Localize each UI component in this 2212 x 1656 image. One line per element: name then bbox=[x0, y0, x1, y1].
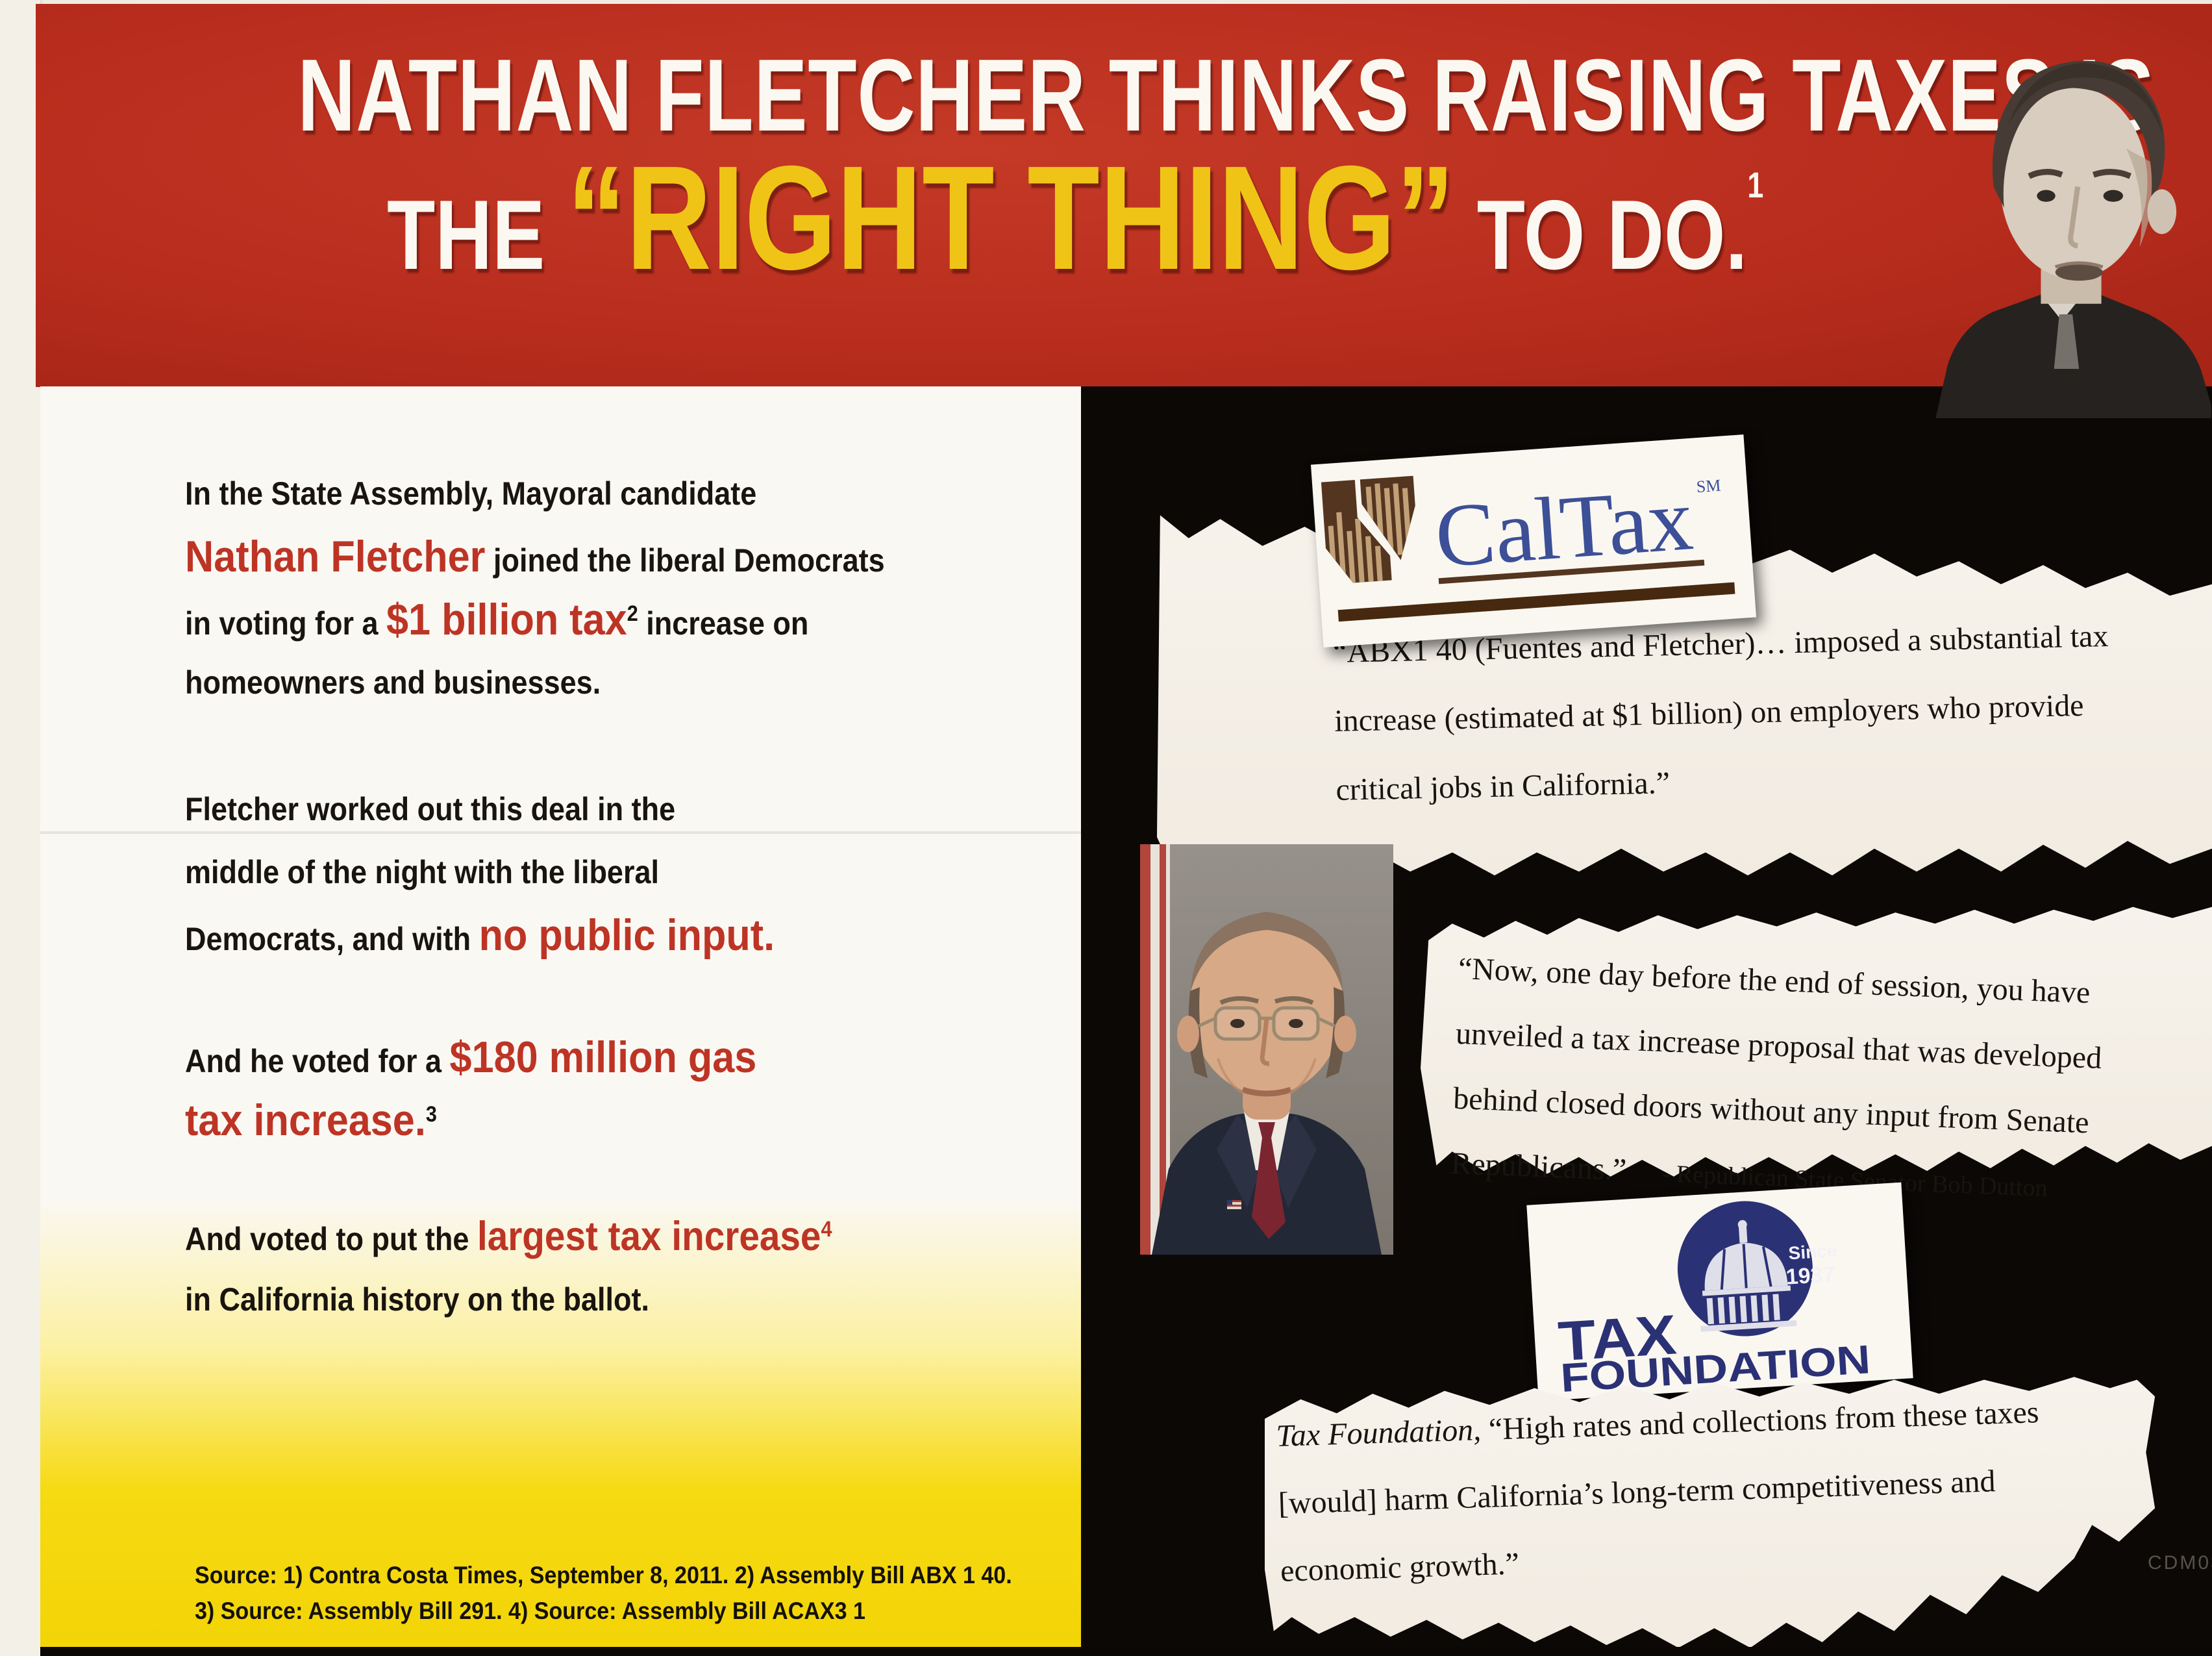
emphasis-largest-tax: largest tax increase bbox=[477, 1214, 821, 1259]
headline-line2-row: THE “RIGHT THING” TO DO.1 bbox=[36, 142, 2115, 343]
bob-dutton-photo bbox=[1140, 844, 1393, 1255]
caltax-logo-icon: CalTax SM bbox=[1321, 469, 1735, 622]
body-text: And he voted for a bbox=[185, 1043, 450, 1079]
print-code: CDM03 bbox=[2148, 1552, 2212, 1574]
body-text: joined the liberal Democrats bbox=[485, 542, 885, 579]
left-column bbox=[40, 386, 1081, 1656]
headline-banner: NATHAN FLETCHER THINKS RAISING TAXES IS … bbox=[36, 4, 2212, 387]
headline-line1-row: NATHAN FLETCHER THINKS RAISING TAXES IS bbox=[36, 44, 2154, 147]
source-line-2: 3) Source: Assembly Bill 291. 4) Source:… bbox=[195, 1598, 865, 1624]
tax-foundation-logo-card: Since 1937 TAX FOUNDATION bbox=[1526, 1182, 1913, 1401]
body-text: And voted to put the bbox=[185, 1221, 477, 1257]
footnote-4: 4 bbox=[821, 1216, 832, 1242]
body-text: in voting for a bbox=[185, 605, 386, 642]
body-text: increase on bbox=[638, 605, 809, 642]
tf-logo-year: 1937 bbox=[1785, 1262, 1836, 1290]
tax-foundation-logo-icon: Since 1937 TAX FOUNDATION bbox=[1556, 1201, 1872, 1401]
headline-the: THE bbox=[386, 180, 567, 290]
caltax-logo-sm: SM bbox=[1696, 476, 1722, 497]
body-text: Fletcher worked out this deal in the bbox=[185, 791, 676, 827]
paragraph-billion-tax: In the State Assembly, Mayoral candidate… bbox=[185, 462, 885, 714]
headline-line1: NATHAN FLETCHER THINKS RAISING TAXES IS bbox=[297, 38, 2155, 153]
body-text: homeowners and businesses. bbox=[185, 664, 601, 701]
body-text: Democrats, and with bbox=[185, 921, 479, 957]
paragraph-gas-tax: And he voted for a $180 million gas tax … bbox=[185, 1026, 756, 1152]
caltax-logo-card: CalTax SM bbox=[1310, 434, 1757, 647]
source-footnotes: Source: 1) Contra Costa Times, September… bbox=[195, 1557, 1012, 1629]
tax-foundation-quote: Tax Foundation, “High rates and collecti… bbox=[1275, 1375, 2170, 1605]
paragraph-no-public-input: Fletcher worked out this deal in the mid… bbox=[185, 778, 775, 967]
emphasis-nathan-fletcher: Nathan Fletcher bbox=[185, 532, 486, 581]
bottom-scan-edge bbox=[40, 1647, 2212, 1656]
emphasis-no-public-input: no public input. bbox=[478, 910, 775, 960]
tf-logo-since: Since bbox=[1788, 1240, 1837, 1264]
headline-footnote: 1 bbox=[1747, 164, 1764, 205]
emphasis-tax-increase: tax increase. bbox=[185, 1096, 426, 1145]
tf-quote-line1: “High rates and collections from these t… bbox=[1480, 1395, 2040, 1448]
footnote-2: 2 bbox=[627, 601, 638, 626]
source-line-1: Source: 1) Contra Costa Times, September… bbox=[195, 1562, 1012, 1588]
headline-to-do: TO DO. bbox=[1454, 180, 1748, 290]
body-text: middle of the night with the liberal bbox=[185, 854, 659, 890]
headline-line2: THE “RIGHT THING” TO DO.1 bbox=[387, 142, 1763, 343]
body-text: In the State Assembly, Mayoral candidate bbox=[185, 475, 757, 512]
tf-logo-tax: TAX bbox=[1556, 1303, 1678, 1373]
dutton-quote: “Now, one day before the end of session,… bbox=[1450, 936, 2212, 1227]
nathan-fletcher-photo bbox=[1930, 10, 2212, 418]
paragraph-largest-tax: And voted to put the largest tax increas… bbox=[185, 1205, 832, 1331]
footnote-3: 3 bbox=[425, 1101, 437, 1127]
emphasis-billion-tax: $1 billion tax bbox=[386, 595, 627, 644]
emphasis-gas-tax: $180 million gas bbox=[449, 1033, 757, 1082]
fold-crease bbox=[40, 831, 1081, 834]
tf-quote-intro: Tax Foundation, bbox=[1275, 1412, 1482, 1453]
headline-right-thing: “RIGHT THING” bbox=[566, 136, 1455, 301]
body-text: in California history on the ballot. bbox=[185, 1281, 650, 1318]
dutton-quote-line4: Republicans.” bbox=[1450, 1146, 1627, 1188]
torn-paper-dutton bbox=[1421, 907, 2212, 1177]
